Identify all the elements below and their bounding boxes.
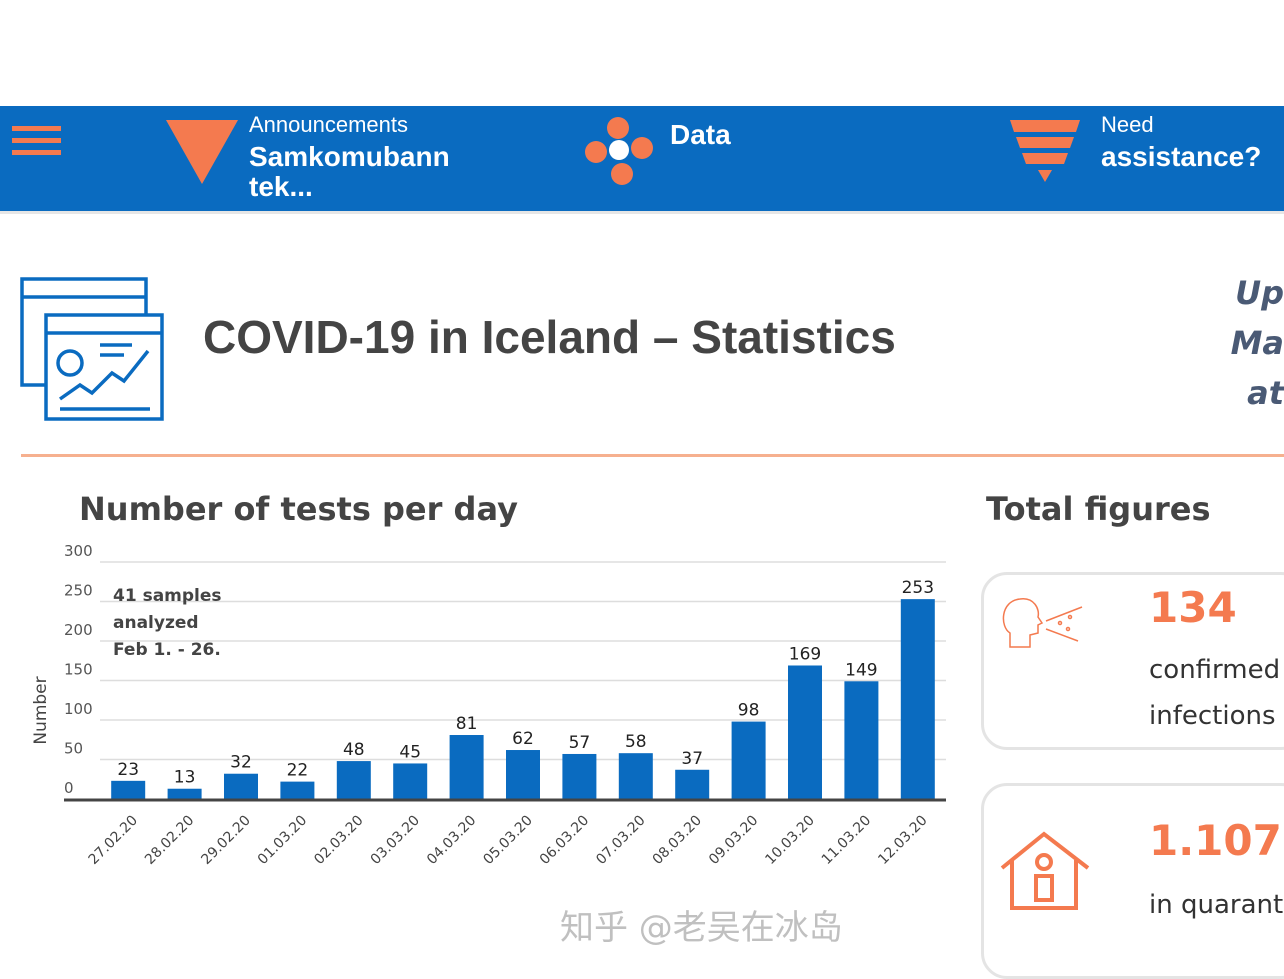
data-label: 32 [230,753,252,773]
x-tick-label: 05.03.20 [480,813,535,868]
tests-per-day-chart: 0 50 100 150 200 250 300 Number 23 27.02.20 13 28.0… [31,542,946,868]
need-label[interactable]: Need [1101,112,1154,137]
data-label: 45 [399,742,421,762]
data-label: 48 [343,740,365,760]
bar [111,780,146,799]
chart-annotation: analyzed [113,613,199,633]
bar [280,781,315,799]
data-label: 37 [681,749,703,769]
data-label: 169 [789,644,821,664]
x-tick-label: 04.03.20 [424,813,479,868]
quarantine-label: in quarant [1149,890,1284,920]
assistance-link[interactable]: assistance? [1101,141,1262,172]
x-tick-label: 06.03.20 [537,813,592,868]
announcement-link[interactable]: Samkomubann tek... [249,141,450,202]
bar [844,681,879,799]
x-tick-label: 08.03.20 [650,813,705,868]
menu-icon[interactable] [12,126,61,162]
data-link[interactable]: Data [670,119,731,150]
x-tick-label: 07.03.20 [593,813,648,868]
x-tick-label: 11.03.20 [819,813,874,868]
confirmed-infections-card: 134 confirmed infections [981,572,1284,750]
x-tick-label: 28.02.20 [142,813,197,868]
bar [731,721,766,799]
bar [618,753,653,799]
bar [167,788,202,799]
updated-line: Ma [1230,324,1284,362]
page-title: COVID-19 in Iceland – Statistics [203,311,896,363]
chart-annotation: Feb 1. - 26. [113,640,221,660]
statistics-icon [20,277,164,421]
y-tick-label: 100 [64,700,93,718]
y-tick-label: 300 [64,542,93,560]
label-line: infections [1149,701,1276,731]
bar [506,750,540,799]
x-tick-label: 09.03.20 [706,813,761,868]
divider [21,454,1284,457]
bar [336,761,371,799]
updated-info: Up Ma at [1204,268,1284,418]
chart-title: Number of tests per day [79,490,518,528]
bar [675,769,710,799]
x-tick-label: 03.03.20 [368,813,423,868]
updated-line: Up [1235,274,1284,312]
x-tick-label: 29.02.20 [198,813,253,868]
confirmed-label: confirmed infections [1149,647,1280,739]
y-tick-label: 50 [64,740,83,758]
updated-line: at [1247,374,1284,412]
data-label: 253 [902,578,934,598]
total-figures-title: Total figures [986,490,1211,528]
house-icon [1000,831,1090,910]
bar [788,665,822,799]
data-label: 81 [456,714,478,734]
bar [562,753,597,799]
data-label: 98 [738,701,760,721]
announcements-icon [166,120,238,184]
bar [393,763,428,799]
data-label: 23 [117,760,139,780]
x-tick-label: 27.02.20 [86,813,141,868]
data-label: 62 [512,729,534,749]
data-label: 57 [569,733,591,753]
bar [449,735,484,799]
label-line: confirmed [1149,655,1281,685]
y-tick-label: 250 [64,582,93,600]
bar [224,773,258,799]
chart-annotation: 41 samples [113,586,222,606]
quarantine-value: 1.107 [1149,816,1282,865]
confirmed-value: 134 [1149,583,1237,632]
y-tick-label: 200 [64,621,93,639]
quarantine-card: 1.107 in quarant [981,783,1284,979]
assistance-icon [1010,120,1080,182]
x-tick-label: 12.03.20 [875,813,930,868]
y-tick-label: 150 [64,661,93,679]
announcements-label[interactable]: Announcements [249,112,408,137]
y-axis-label: Number [31,676,51,744]
x-tick-label: 10.03.20 [762,813,817,868]
x-tick-label: 01.03.20 [255,813,310,868]
data-label: 58 [625,732,647,752]
bar [900,599,935,799]
coughing-head-icon [1002,598,1083,648]
data-icon [585,117,653,185]
x-tick-label: 02.03.20 [311,813,366,868]
watermark: 知乎 @老吴在冰岛 [560,908,843,948]
top-nav: Announcements Samkomubann tek... Data Ne… [0,106,1284,214]
data-label: 13 [174,768,196,788]
y-tick-label: 0 [64,779,74,797]
data-label: 22 [287,761,309,781]
data-label: 149 [845,660,877,680]
